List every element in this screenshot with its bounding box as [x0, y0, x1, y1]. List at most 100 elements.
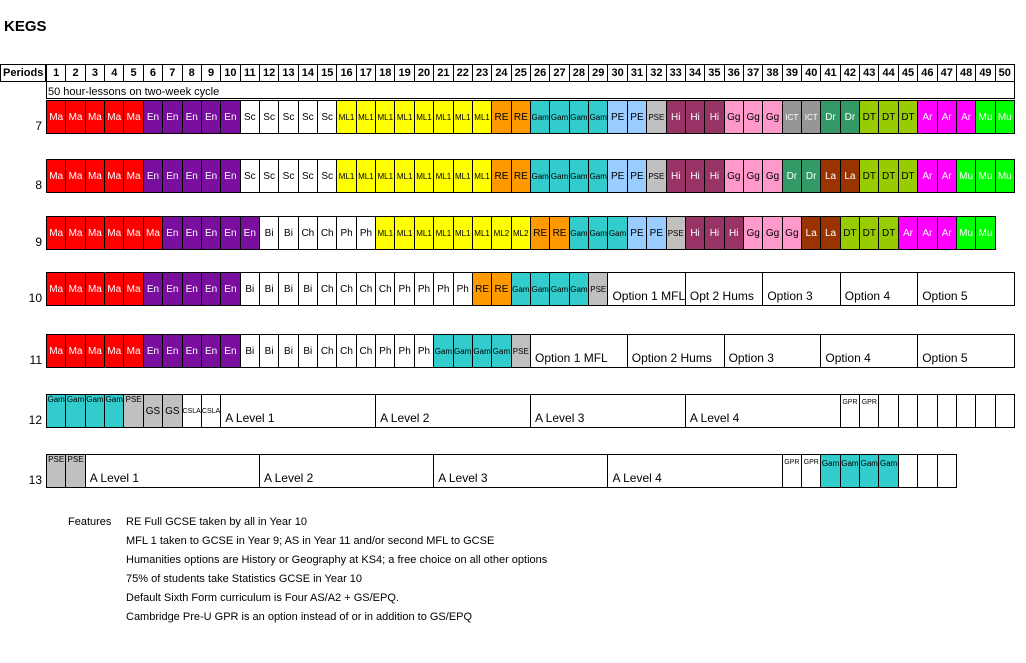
- subject-cell: Gam: [65, 394, 86, 428]
- option-label: Option 3: [767, 289, 813, 303]
- subject-cell: ML1: [471, 216, 493, 250]
- subject-cell: Ma: [123, 272, 144, 306]
- subject-cell: En: [142, 272, 164, 306]
- subject-cell: Ma: [65, 334, 86, 368]
- subject-cell: DT: [878, 159, 899, 193]
- subject-cell: ML1: [413, 100, 435, 134]
- period-number: 49: [975, 64, 996, 82]
- subject-cell: ML1: [394, 159, 415, 193]
- period-number: 40: [801, 64, 822, 82]
- subject-cell: Hi: [684, 216, 706, 250]
- subject-cell: DT: [878, 100, 899, 134]
- subject-cell: Ch: [297, 216, 319, 250]
- subject-cell: Hi: [684, 159, 706, 193]
- subject-cell: Dr: [839, 100, 861, 134]
- subject-cell: Sc: [297, 100, 319, 134]
- period-number: 25: [510, 64, 531, 82]
- subject-cell: Ma: [46, 334, 67, 368]
- period-number: 20: [413, 64, 435, 82]
- subject-cell: ML1: [375, 216, 396, 250]
- subject-cell: ML1: [471, 159, 493, 193]
- subject-cell: Gam: [878, 454, 899, 488]
- option-label: Option 4: [844, 289, 891, 303]
- subject-cell: ML1: [355, 159, 377, 193]
- subject-cell: GS: [142, 394, 164, 428]
- subject-cell: PE: [607, 159, 628, 193]
- period-number: 19: [394, 64, 415, 82]
- subject-cell: PE: [607, 100, 628, 134]
- feature-line: 75% of students take Statistics GCSE in …: [126, 573, 363, 585]
- year-label: 9: [35, 235, 42, 249]
- year-label: 13: [28, 473, 42, 487]
- subject-cell: Dr: [781, 159, 803, 193]
- subject-cell: [897, 454, 919, 488]
- subject-cell: Sc: [278, 159, 299, 193]
- subject-cell: Gam: [84, 394, 106, 428]
- subject-cell: Ma: [104, 159, 125, 193]
- subject-cell: Bi: [297, 272, 319, 306]
- subject-cell: PE: [626, 100, 648, 134]
- subject-cell: PE: [626, 216, 648, 250]
- subject-cell: Gam: [588, 159, 609, 193]
- subject-cell: Ma: [123, 100, 144, 134]
- subject-cell: En: [142, 100, 164, 134]
- subject-cell: Ma: [65, 159, 86, 193]
- subject-cell: En: [220, 334, 241, 368]
- option-label: A Level 2: [380, 411, 430, 425]
- cycle-note: 50 hour-lessons on two-week cycle: [48, 86, 220, 98]
- period-number: 38: [762, 64, 783, 82]
- option-label: Option 5: [922, 289, 968, 303]
- subject-cell: [917, 394, 938, 428]
- subject-cell: Hi: [684, 100, 706, 134]
- subject-cell: Hi: [704, 159, 725, 193]
- subject-cell: Gam: [104, 394, 125, 428]
- feature-line: Cambridge Pre-U GPR is an option instead…: [126, 611, 473, 623]
- subject-cell: [994, 394, 1015, 428]
- subject-cell: En: [200, 100, 222, 134]
- period-number: 42: [839, 64, 861, 82]
- subject-cell: Ma: [104, 272, 125, 306]
- period-number: 11: [239, 64, 260, 82]
- period-number: 12: [258, 64, 280, 82]
- subject-cell: Gg: [762, 100, 783, 134]
- year-label: 10: [28, 291, 42, 305]
- option-label: A Level 1: [89, 471, 140, 485]
- subject-cell: Ch: [336, 272, 357, 306]
- subject-cell: Bi: [278, 216, 299, 250]
- subject-cell: CSLA: [200, 394, 222, 428]
- subject-cell: Ch: [317, 272, 338, 306]
- subject-cell: Ph: [336, 216, 357, 250]
- subject-cell: ML1: [336, 100, 357, 134]
- subject-cell: ML1: [452, 100, 473, 134]
- subject-cell: Ma: [104, 334, 125, 368]
- period-number: 23: [471, 64, 493, 82]
- period-number: 32: [646, 64, 667, 82]
- subject-cell: Ph: [433, 272, 454, 306]
- period-number: 17: [355, 64, 377, 82]
- subject-cell: Sc: [258, 100, 280, 134]
- subject-cell: PSE: [588, 272, 609, 306]
- subject-cell: En: [162, 272, 183, 306]
- feature-line: Humanities options are History or Geogra…: [126, 554, 548, 566]
- subject-cell: Gam: [568, 216, 590, 250]
- subject-cell: Sc: [239, 159, 260, 193]
- subject-cell: Gg: [742, 100, 764, 134]
- subject-cell: Ma: [104, 100, 125, 134]
- subject-cell: ML1: [375, 100, 396, 134]
- option-label: A Level 1: [225, 411, 275, 425]
- subject-cell: [878, 394, 899, 428]
- subject-cell: En: [181, 334, 202, 368]
- year-label: 11: [29, 353, 42, 367]
- subject-cell: ML1: [452, 216, 473, 250]
- period-number: 29: [588, 64, 609, 82]
- period-number: 14: [297, 64, 319, 82]
- period-number: 35: [704, 64, 725, 82]
- subject-cell: Gam: [510, 272, 531, 306]
- feature-line: MFL 1 taken to GCSE in Year 9; AS in Yea…: [126, 535, 495, 547]
- option-label: Option 5: [922, 351, 968, 365]
- subject-cell: Ma: [46, 272, 67, 306]
- subject-cell: Gam: [491, 334, 512, 368]
- period-number: 9: [200, 64, 222, 82]
- subject-cell: Bi: [239, 272, 260, 306]
- subject-cell: ML1: [433, 100, 454, 134]
